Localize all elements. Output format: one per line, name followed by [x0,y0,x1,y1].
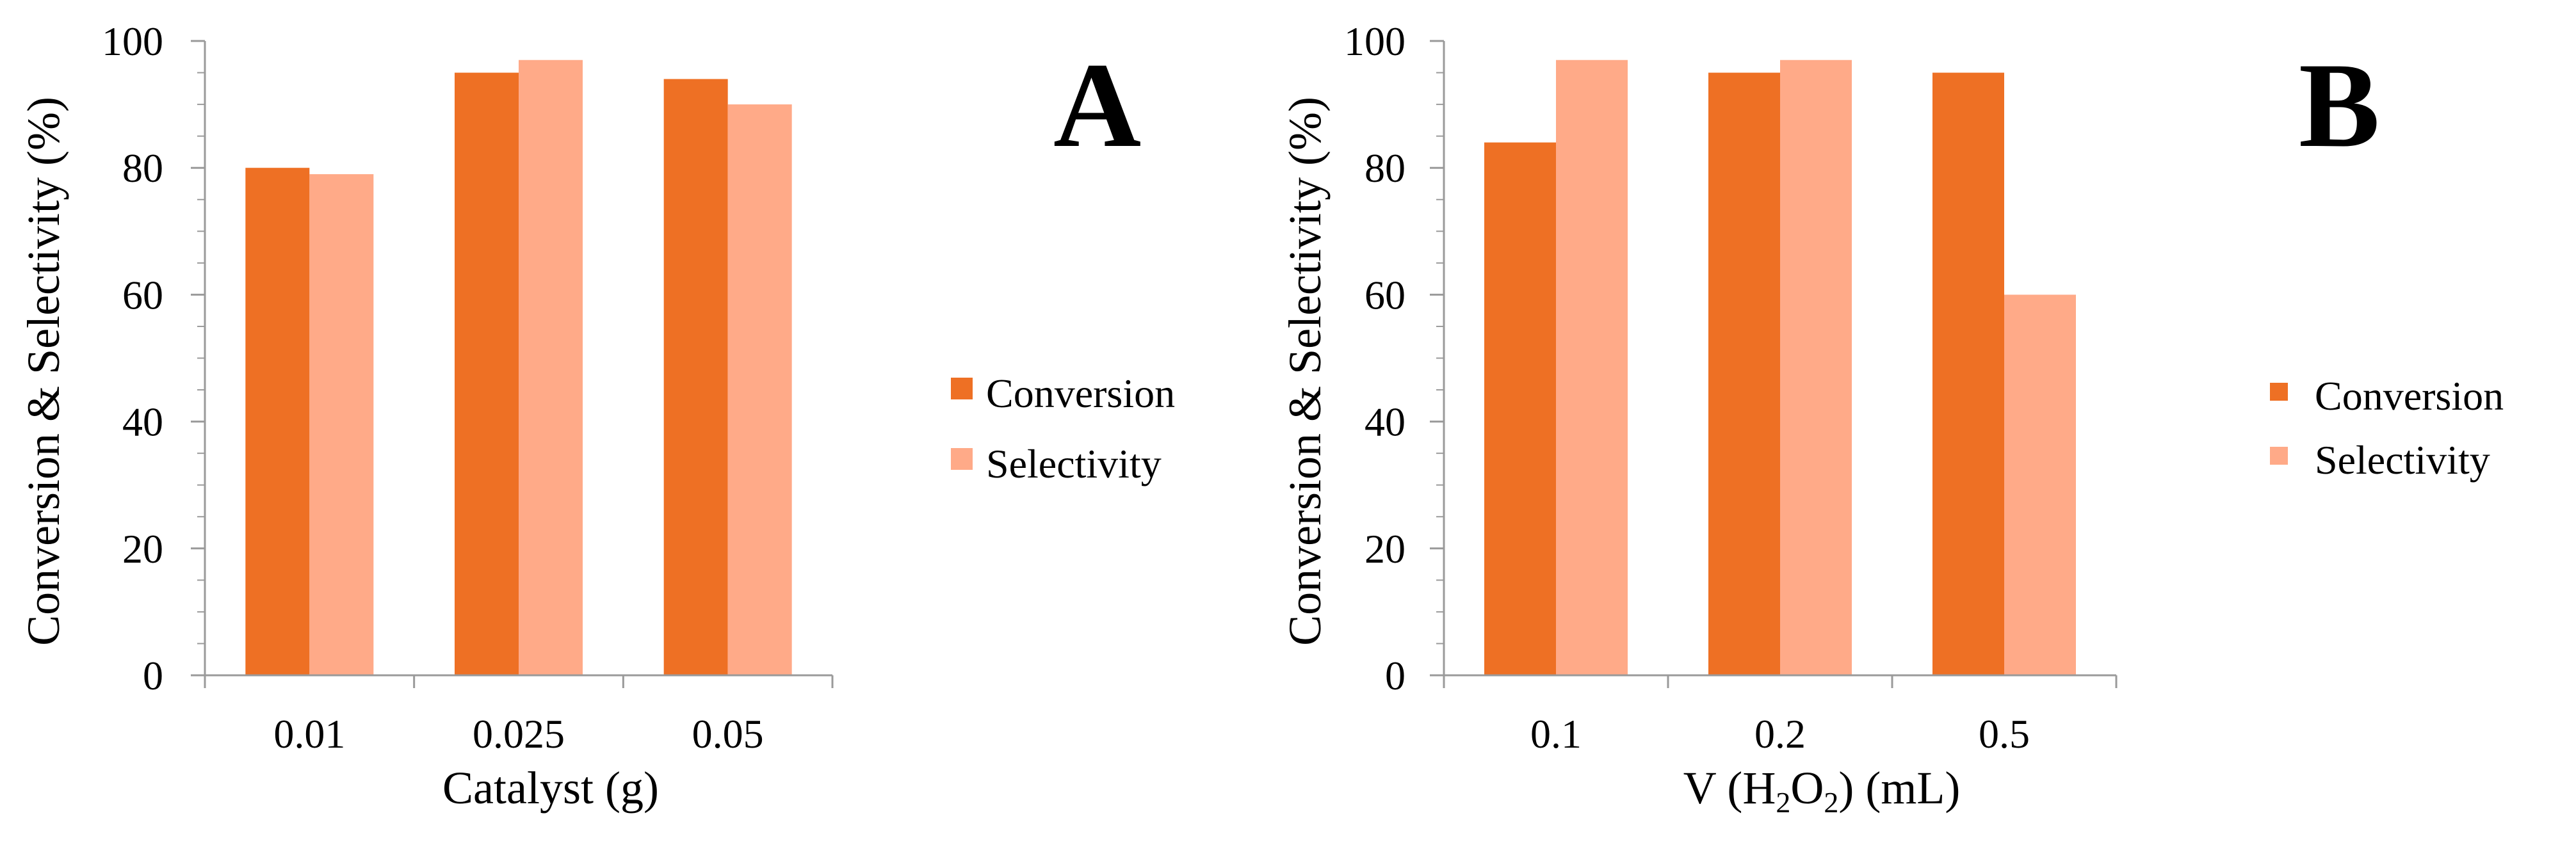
legend-label-conversion: Conversion [986,371,1175,416]
y-tick-label: 20 [122,526,163,572]
bar-selectivity-0-05 [727,104,792,676]
bar-conversion-0-01 [245,168,310,675]
bar-selectivity-0-5 [2004,294,2076,675]
legend-label-selectivity: Selectivity [2315,437,2490,483]
y-tick-label: 60 [1365,272,1405,317]
legend: Conversion Selectivity [2270,373,2504,483]
y-tick-label: 100 [1344,19,1405,64]
y-axis-title-text: Conversion & Selectivity (%) [18,97,69,646]
y-tick-label: 40 [122,399,163,445]
bar-conversion-0-025 [455,72,519,676]
x-axis-title-mid: O [1790,762,1824,814]
bar-selectivity-0-2 [1780,60,1852,676]
chart-panel-a: Conversion & Selectivity (%) 0 20 40 60 80 10… [18,19,1175,814]
y-tick-label: 80 [1365,145,1405,191]
legend-swatch-selectivity [951,448,973,470]
panel-letter-b: B [2299,38,2380,173]
y-axis-title-text: Conversion & Selectivity (%) [1279,97,1331,646]
bar-conversion-0-05 [663,79,728,675]
legend-label-selectivity: Selectivity [986,441,1162,486]
x-tick-label: 0.01 [273,711,345,757]
x-axis-title-suffix: ) (mL) [1838,762,1960,814]
y-tick-label: 0 [143,653,163,698]
x-axis-title: Catalyst (g) [442,762,659,814]
bar-conversion-0-5 [1932,72,2004,676]
bar-selectivity-0-025 [519,60,583,676]
bar-conversion-0-1 [1484,142,1556,675]
y-axis-title: Conversion & Selectivity (%) [1279,97,1331,646]
x-axis-title-sub2: 2 [1824,786,1838,819]
legend-swatch-selectivity [2270,447,2288,465]
x-tick-label: 0.5 [1979,711,2030,757]
legend-swatch-conversion [951,378,973,399]
y-tick-label: 40 [1365,399,1405,445]
x-axis-title-sub1: 2 [1776,786,1790,819]
x-tick-label: 0.025 [473,711,565,757]
legend: Conversion Selectivity [951,371,1175,486]
y-tick-label: 0 [1385,653,1405,698]
x-tick-label: 0.2 [1754,711,1806,757]
panel-letter-a: A [1053,38,1141,173]
legend-label-conversion: Conversion [2315,373,2504,419]
y-tick-label: 60 [122,272,163,317]
y-tick-label: 20 [1365,526,1405,572]
y-tick-label: 80 [122,145,163,191]
y-tick-label: 100 [102,19,163,64]
bar-selectivity-0-01 [309,174,374,675]
chart-panel-b: Conversion & Selectivity (%) 0 20 40 60 80 10… [1279,19,2504,819]
x-axis-title-prefix: V (H [1683,762,1776,814]
x-axis-title: V (H2O2) (mL) [1683,762,1961,819]
bar-selectivity-0-1 [1556,60,1628,676]
legend-swatch-conversion [2270,383,2288,401]
bar-conversion-0-2 [1708,72,1780,676]
x-tick-label: 0.1 [1530,711,1582,757]
x-tick-label: 0.05 [692,711,764,757]
y-axis-title: Conversion & Selectivity (%) [18,97,69,646]
